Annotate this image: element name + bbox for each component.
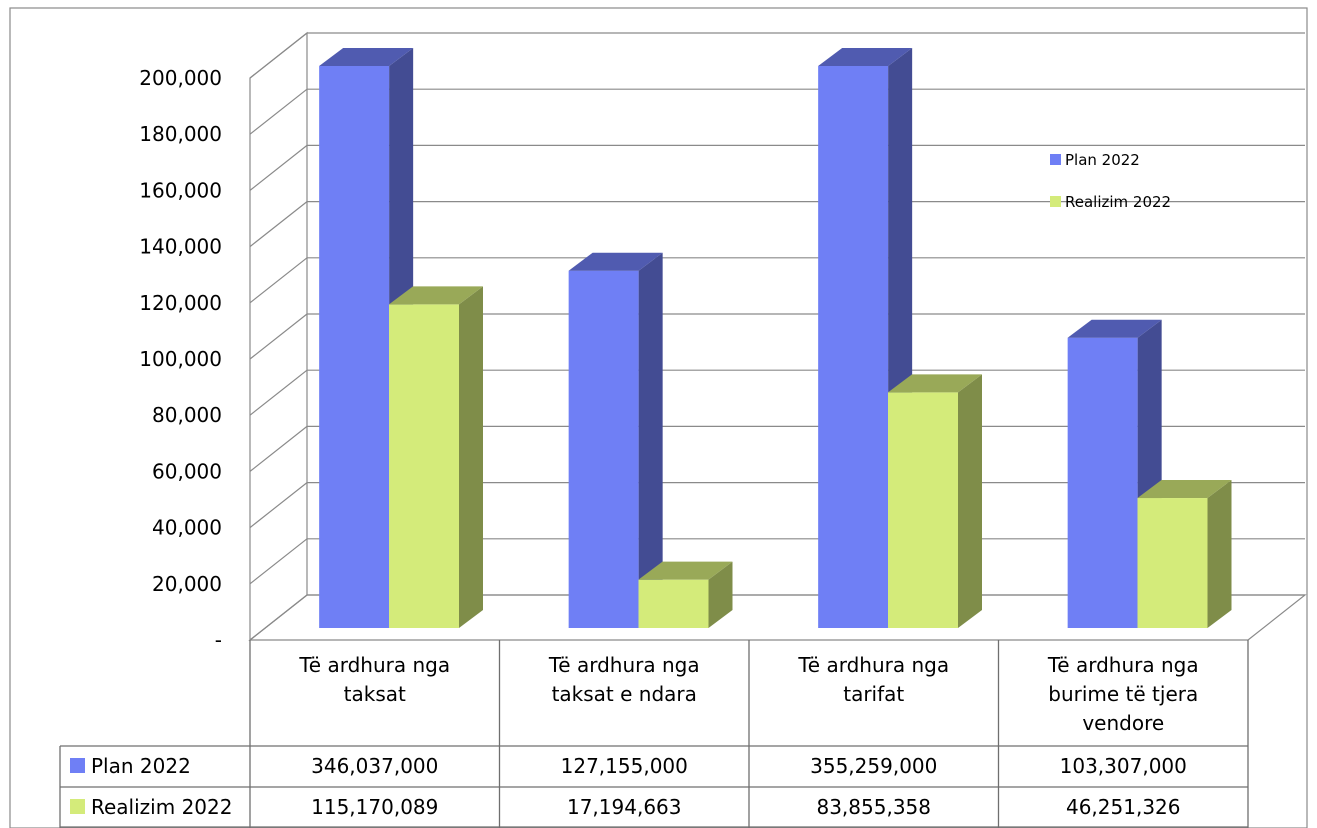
data-table: Të ardhura nga taksat Të ardhura nga taksat… (59, 640, 1249, 828)
bar-front (319, 66, 390, 628)
y-tick-label: - (215, 628, 222, 652)
legend-label: Realizim 2022 (1065, 193, 1171, 211)
gridline-diagonal (249, 369, 308, 416)
category-label: taksat e ndara (552, 682, 697, 706)
gridline-diagonal (249, 144, 308, 191)
bars (319, 48, 1232, 628)
legend: Plan 2022 Realizim 2022 (1050, 151, 1171, 211)
bar-top (568, 252, 663, 271)
bar-side (708, 561, 733, 628)
gridline-diagonal (249, 482, 308, 529)
y-tick-label: 80,000 (152, 403, 222, 427)
bar-realizim-2 (638, 561, 733, 628)
category-label: Të ardhura nga (548, 653, 700, 677)
bar-top (818, 48, 913, 66)
bar-top (638, 561, 733, 580)
category-label: Të ardhura nga (298, 653, 450, 677)
y-tick-label: 180,000 (139, 122, 222, 146)
bar-front (818, 66, 889, 628)
bar-side (1207, 480, 1232, 628)
legend-label: Plan 2022 (1065, 151, 1140, 169)
gridline-diagonal (249, 88, 308, 135)
y-tick-label: 140,000 (139, 235, 222, 259)
table-series-name: Realizim 2022 (91, 795, 232, 819)
bar-plan-2 (568, 252, 663, 628)
category-label: burime të tjera (1048, 682, 1198, 706)
bar-top (888, 374, 982, 393)
bar-front (888, 392, 958, 628)
table-value: 355,259,000 (810, 754, 937, 778)
legend-swatch (1050, 154, 1061, 165)
table-legend-key (70, 758, 85, 773)
gridline-diagonal (249, 594, 308, 641)
gridline-diagonal (249, 538, 308, 585)
bar-top (1067, 319, 1162, 338)
bar-front (568, 270, 639, 628)
table-value: 127,155,000 (561, 754, 688, 778)
bar-top (319, 48, 414, 66)
table-value: 17,194,663 (567, 795, 682, 819)
y-axis-ticks: - 20,000 40,000 60,000 80,000 100,000 120,000 1… (139, 66, 222, 652)
category-label: Të ardhura nga (797, 653, 949, 677)
gridline-diagonal (249, 313, 308, 360)
bar-front (638, 579, 709, 628)
table-value: 346,037,000 (311, 754, 438, 778)
gridline-diagonal (249, 32, 308, 79)
table-value: 83,855,358 (816, 795, 931, 819)
y-tick-label: 120,000 (139, 291, 222, 315)
category-label: Të ardhura nga (1047, 653, 1199, 677)
bar-side (638, 252, 663, 628)
gridline-diagonal (249, 257, 308, 304)
bar-front (1137, 498, 1208, 628)
y-tick-label: 20,000 (152, 572, 222, 596)
bar-realizim-4 (1137, 480, 1232, 628)
bar-realizim-1 (389, 286, 483, 628)
category-label: vendore (1082, 711, 1164, 735)
table-value: 115,170,089 (311, 795, 438, 819)
y-tick-label: 60,000 (152, 459, 222, 483)
bar-plan-3 (818, 48, 913, 628)
category-label: taksat (344, 682, 406, 706)
table-legend-key (70, 799, 85, 814)
table-value: 46,251,326 (1066, 795, 1181, 819)
bar-top (1137, 480, 1232, 499)
bar-realizim-3 (888, 374, 982, 628)
y-tick-label: 160,000 (139, 178, 222, 202)
legend-swatch (1050, 196, 1061, 207)
bar-side (459, 286, 483, 628)
gridline-diagonal (249, 201, 308, 248)
bar-side (958, 374, 982, 628)
y-tick-label: 200,000 (139, 66, 222, 90)
table-value: 103,307,000 (1060, 754, 1187, 778)
bar-top (389, 286, 483, 305)
table-series-name: Plan 2022 (91, 754, 191, 778)
y-tick-label: 40,000 (152, 516, 222, 540)
bar-front (1067, 337, 1138, 628)
y-tick-label: 100,000 (139, 347, 222, 371)
category-label: tarifat (843, 682, 904, 706)
bar-front (389, 304, 459, 628)
gridline-diagonal (249, 425, 308, 472)
